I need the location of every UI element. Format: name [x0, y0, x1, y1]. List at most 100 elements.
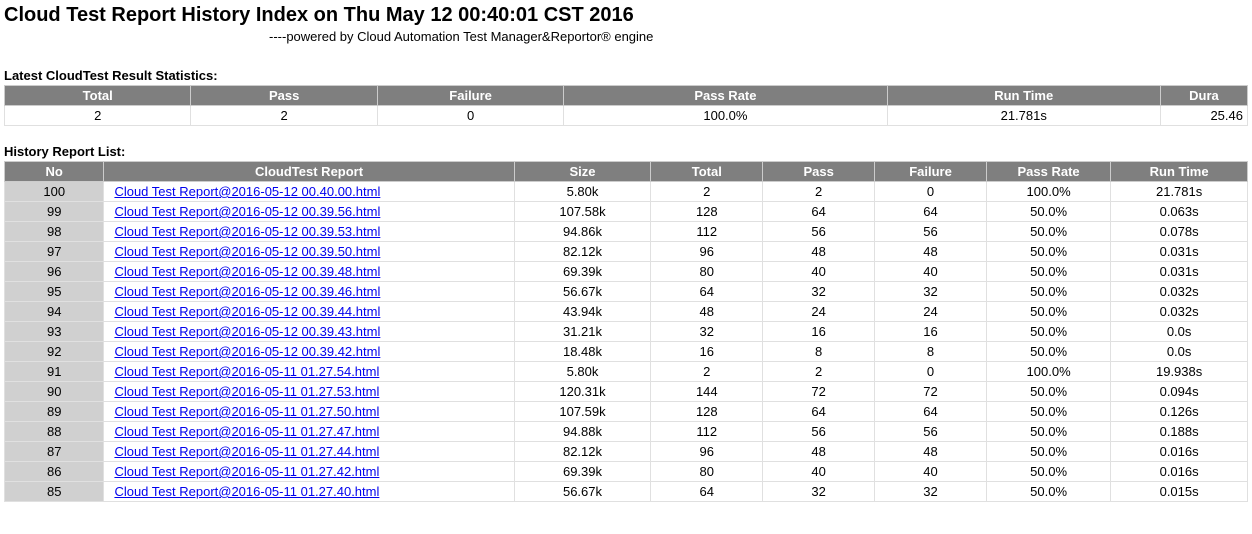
row-size: 107.59k — [514, 402, 651, 422]
row-runtime: 21.781s — [1111, 182, 1248, 202]
stats-runtime: 21.781s — [887, 106, 1160, 126]
row-passrate: 50.0% — [986, 422, 1110, 442]
table-row: 86 Cloud Test Report@2016-05-11 01.27.42.… — [5, 462, 1248, 482]
stats-total: 2 — [5, 106, 191, 126]
history-col-report: CloudTest Report — [104, 162, 514, 182]
report-link[interactable]: Cloud Test Report@2016-05-12 00.39.46.ht… — [114, 284, 380, 299]
row-runtime: 0.094s — [1111, 382, 1248, 402]
row-total: 64 — [651, 282, 763, 302]
stats-col-total: Total — [5, 86, 191, 106]
row-failure: 16 — [875, 322, 987, 342]
row-pass: 64 — [763, 202, 875, 222]
row-failure: 48 — [875, 442, 987, 462]
page-title: Cloud Test Report History Index on Thu M… — [4, 4, 1248, 27]
table-row: 98 Cloud Test Report@2016-05-12 00.39.53.… — [5, 222, 1248, 242]
row-size: 18.48k — [514, 342, 651, 362]
report-link[interactable]: Cloud Test Report@2016-05-12 00.39.56.ht… — [114, 204, 380, 219]
row-runtime: 0.188s — [1111, 422, 1248, 442]
history-col-total: Total — [651, 162, 763, 182]
row-size: 94.88k — [514, 422, 651, 442]
report-link[interactable]: Cloud Test Report@2016-05-12 00.39.44.ht… — [114, 304, 380, 319]
row-no: 87 — [5, 442, 104, 462]
row-total: 128 — [651, 402, 763, 422]
row-report-cell: Cloud Test Report@2016-05-12 00.40.00.ht… — [104, 182, 514, 202]
row-no: 99 — [5, 202, 104, 222]
row-no: 94 — [5, 302, 104, 322]
report-link[interactable]: Cloud Test Report@2016-05-12 00.39.43.ht… — [114, 324, 380, 339]
row-passrate: 50.0% — [986, 402, 1110, 422]
table-row: 95Cloud Test Report@2016-05-12 00.39.46.… — [5, 282, 1248, 302]
row-runtime: 0.078s — [1111, 222, 1248, 242]
table-row: 94 Cloud Test Report@2016-05-12 00.39.44.… — [5, 302, 1248, 322]
row-no: 85 — [5, 482, 104, 502]
report-link[interactable]: Cloud Test Report@2016-05-11 01.27.42.ht… — [114, 464, 379, 479]
row-report-cell: Cloud Test Report@2016-05-11 01.27.54.ht… — [104, 362, 514, 382]
table-row: 92Cloud Test Report@2016-05-12 00.39.42.… — [5, 342, 1248, 362]
row-size: 43.94k — [514, 302, 651, 322]
row-passrate: 50.0% — [986, 202, 1110, 222]
row-total: 2 — [651, 182, 763, 202]
report-link[interactable]: Cloud Test Report@2016-05-11 01.27.50.ht… — [114, 404, 379, 419]
row-report-cell: Cloud Test Report@2016-05-11 01.27.44.ht… — [104, 442, 514, 462]
row-runtime: 19.938s — [1111, 362, 1248, 382]
row-report-cell: Cloud Test Report@2016-05-11 01.27.53.ht… — [104, 382, 514, 402]
row-total: 64 — [651, 482, 763, 502]
row-failure: 0 — [875, 362, 987, 382]
row-failure: 32 — [875, 482, 987, 502]
table-row: 85 Cloud Test Report@2016-05-11 01.27.40.… — [5, 482, 1248, 502]
stats-col-rate: Pass Rate — [564, 86, 887, 106]
row-runtime: 0.0s — [1111, 342, 1248, 362]
history-col-size: Size — [514, 162, 651, 182]
row-total: 16 — [651, 342, 763, 362]
report-link[interactable]: Cloud Test Report@2016-05-11 01.27.40.ht… — [114, 484, 379, 499]
row-pass: 56 — [763, 422, 875, 442]
row-pass: 56 — [763, 222, 875, 242]
stats-table: Total Pass Failure Pass Rate Run Time Du… — [4, 85, 1248, 126]
stats-header-row: Total Pass Failure Pass Rate Run Time Du… — [5, 86, 1248, 106]
row-size: 107.58k — [514, 202, 651, 222]
report-link[interactable]: Cloud Test Report@2016-05-12 00.39.48.ht… — [114, 264, 380, 279]
stats-failure: 0 — [377, 106, 563, 126]
row-no: 90 — [5, 382, 104, 402]
report-link[interactable]: Cloud Test Report@2016-05-12 00.40.00.ht… — [114, 184, 380, 199]
row-size: 5.80k — [514, 182, 651, 202]
report-link[interactable]: Cloud Test Report@2016-05-11 01.27.44.ht… — [114, 444, 379, 459]
page-subtitle: ----powered by Cloud Automation Test Man… — [4, 29, 1248, 44]
row-report-cell: Cloud Test Report@2016-05-12 00.39.42.ht… — [104, 342, 514, 362]
row-report-cell: Cloud Test Report@2016-05-11 01.27.50.ht… — [104, 402, 514, 422]
row-runtime: 0.032s — [1111, 282, 1248, 302]
row-total: 2 — [651, 362, 763, 382]
report-link[interactable]: Cloud Test Report@2016-05-12 00.39.53.ht… — [114, 224, 380, 239]
table-row: 100Cloud Test Report@2016-05-12 00.40.00… — [5, 182, 1248, 202]
row-pass: 48 — [763, 442, 875, 462]
stats-col-runtime: Run Time — [887, 86, 1160, 106]
row-pass: 2 — [763, 362, 875, 382]
row-total: 112 — [651, 222, 763, 242]
report-link[interactable]: Cloud Test Report@2016-05-12 00.39.42.ht… — [114, 344, 380, 359]
row-failure: 56 — [875, 422, 987, 442]
report-link[interactable]: Cloud Test Report@2016-05-11 01.27.54.ht… — [114, 364, 379, 379]
report-link[interactable]: Cloud Test Report@2016-05-11 01.27.47.ht… — [114, 424, 379, 439]
row-size: 31.21k — [514, 322, 651, 342]
table-row: 87 Cloud Test Report@2016-05-11 01.27.44.… — [5, 442, 1248, 462]
row-size: 56.67k — [514, 282, 651, 302]
row-passrate: 50.0% — [986, 342, 1110, 362]
row-no: 98 — [5, 222, 104, 242]
row-failure: 32 — [875, 282, 987, 302]
row-no: 86 — [5, 462, 104, 482]
row-failure: 40 — [875, 462, 987, 482]
stats-pass: 2 — [191, 106, 377, 126]
report-link[interactable]: Cloud Test Report@2016-05-12 00.39.50.ht… — [114, 244, 380, 259]
row-runtime: 0.063s — [1111, 202, 1248, 222]
report-link[interactable]: Cloud Test Report@2016-05-11 01.27.53.ht… — [114, 384, 379, 399]
row-pass: 32 — [763, 282, 875, 302]
row-runtime: 0.016s — [1111, 462, 1248, 482]
stats-section-label: Latest CloudTest Result Statistics: — [4, 68, 1248, 83]
row-size: 69.39k — [514, 262, 651, 282]
row-size: 5.80k — [514, 362, 651, 382]
row-total: 96 — [651, 242, 763, 262]
row-pass: 40 — [763, 462, 875, 482]
row-pass: 32 — [763, 482, 875, 502]
row-failure: 64 — [875, 202, 987, 222]
row-report-cell: Cloud Test Report@2016-05-12 00.39.44.ht… — [104, 302, 514, 322]
